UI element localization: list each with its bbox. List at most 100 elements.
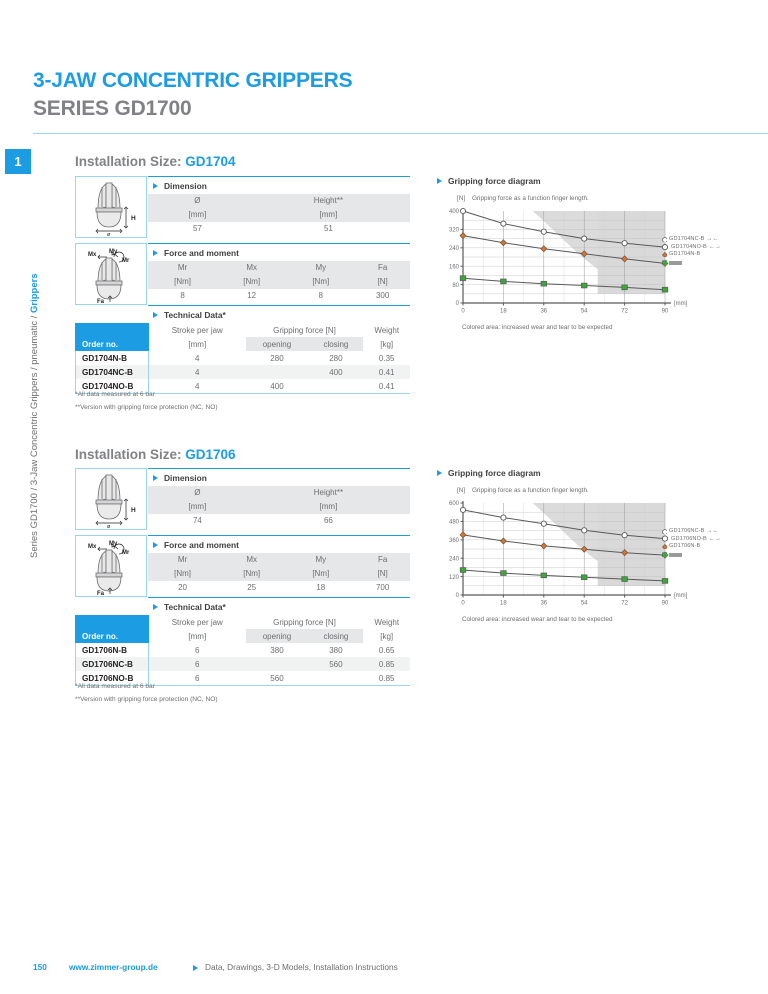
square-marker-icon [662,260,667,266]
cell-order: GD1704NO-B [75,379,149,394]
force-table-block: Force and moment Mr Mx My Fa [Nm] [Nm] [… [148,535,410,595]
svg-text:18: 18 [500,601,507,607]
val-height: 51 [246,221,410,236]
footnote-2: **Version with gripping force protection… [75,404,218,411]
val-mr: 20 [148,580,218,595]
cell-weight: 0.65 [363,643,410,657]
col-my: My [286,553,356,567]
force-table-block: Force and moment Mr Mx My Fa [Nm] [Nm] [… [148,243,410,303]
cell-weight: 0.85 [363,671,410,686]
col-stroke: Stroke per jaw [148,323,246,337]
cell-closing: 380 [308,643,364,657]
chart-y-unit: [N] [457,487,466,494]
table-row: GD1706NC-B 6 560 0.85 [75,657,410,671]
dimension-table-block: Dimension Ø Height** [mm] [mm] 74 66 [148,468,410,528]
table-row: Ø Height** [148,486,410,500]
section-title: Installation Size: GD1706 [75,447,236,462]
chart-legend: GD1704NC-B →← GD1704NO-B ←→ GD1704N-B [662,236,721,266]
col-height: Height** [246,486,410,500]
force-heading-text: Force and moment [164,540,239,550]
triangle-icon [153,250,158,256]
dimension-table-block: Dimension Ø Height** [mm] [mm] 57 51 [148,176,410,236]
cell-closing: 560 [308,657,364,671]
cell-weight: 0.41 [363,365,410,379]
cell-stroke: 6 [148,643,246,657]
cell-order: GD1706NC-B [75,657,149,671]
svg-text:120: 120 [449,575,460,581]
table-row: [mm] [mm] [148,499,410,514]
cell-order: GD1706NO-B [75,671,149,686]
f-mx-label: Mx [88,252,97,258]
breadcrumb: Series GD1700 / 3-Jaw Concentric Gripper… [29,168,45,558]
svg-text:480: 480 [449,520,460,526]
footer-text: Data, Drawings, 3-D Models, Installation… [205,962,398,972]
cell-opening [245,365,309,379]
col-order-no: Order no. [75,615,149,643]
f-my-label: My [109,249,118,255]
technical-data-block: Technical Data* Order no. Stroke per jaw… [75,597,410,686]
unit-mr: [Nm] [148,566,218,581]
chart-footnote: Colored area: increased wear and tear to… [462,616,613,623]
svg-text:160: 160 [449,264,460,270]
table-row: 74 66 [148,513,410,528]
cell-closing [308,379,364,394]
legend-label: GD1704NO-B [671,243,707,250]
legend-item: GD1704NO-B ←→ [662,244,721,252]
unit-mr: [Nm] [148,274,218,289]
dimension-table: Ø Height** [mm] [mm] 57 51 [148,194,410,236]
table-row: Ø Height** [148,194,410,208]
sidebar-chapter-tab[interactable]: 1 [5,149,31,174]
col-mx: Mx [217,261,287,275]
table-row: [mm] [mm] [148,207,410,222]
legend-item: GD1706NO-B ←→ [662,536,721,544]
svg-text:[mm]: [mm] [674,593,688,599]
val-fa: 300 [355,288,410,303]
col-gripping-force: Gripping force [N] [245,615,364,629]
table-row: GD1706NO-B 6 560 0.85 [75,671,410,686]
dimension-heading-text: Dimension [164,181,207,191]
cell-weight: 0.35 [363,351,410,365]
triangle-icon [193,965,198,971]
svg-text:90: 90 [662,601,669,607]
unit-stroke: [mm] [148,629,246,643]
dim-diameter-label: ø [107,232,111,237]
chart-canvas: 0 120 240 360 480 600 0 18 36 54 72 90 [mm] [449,501,688,607]
technical-table: Order no. Stroke per jaw Gripping force … [75,323,410,394]
svg-text:72: 72 [621,309,628,315]
page-title: 3-JAW CONCENTRIC GRIPPERS [33,69,353,92]
val-height: 66 [246,513,410,528]
cell-stroke: 6 [148,657,246,671]
col-gripping-force: Gripping force [N] [245,323,364,337]
chart-caption: [N] Gripping force as a function finger … [457,195,757,202]
svg-text:36: 36 [540,309,547,315]
legend-item: GD1706NC-B →← [662,528,721,536]
chart-heading-text: Gripping force diagram [448,176,541,186]
legend-item [662,259,721,267]
val-mr: 8 [148,288,218,303]
unit-mx: [Nm] [217,274,287,289]
unit-fa: [N] [355,566,410,581]
unit-closing: closing [308,337,364,351]
header-divider [33,133,768,134]
cell-opening: 400 [245,379,309,394]
arrow-icon: ←→ [708,535,721,542]
col-diameter: Ø [148,194,247,208]
chart-heading-text: Gripping force diagram [448,468,541,478]
triangle-icon [437,178,442,184]
col-mx: Mx [217,553,287,567]
breadcrumb-path: Series GD1700 / 3-Jaw Concentric Gripper… [29,313,40,558]
svg-text:0: 0 [456,301,460,307]
svg-text:36: 36 [540,601,547,607]
svg-text:54: 54 [581,309,588,315]
f-mr-label: Mr [122,550,130,556]
chart-y-unit: [N] [457,195,466,202]
footer-url[interactable]: www.zimmer-group.de [69,962,158,972]
triangle-icon [153,183,158,189]
cell-opening [245,657,309,671]
col-order-no: Order no. [75,323,149,351]
diamond-marker-icon [662,544,667,550]
table-row: Order no. Stroke per jaw Gripping force … [75,323,410,351]
force-illustration: Mx My Mr Fa [75,535,147,597]
unit-my: [Nm] [286,274,356,289]
square-marker-icon [662,552,667,558]
